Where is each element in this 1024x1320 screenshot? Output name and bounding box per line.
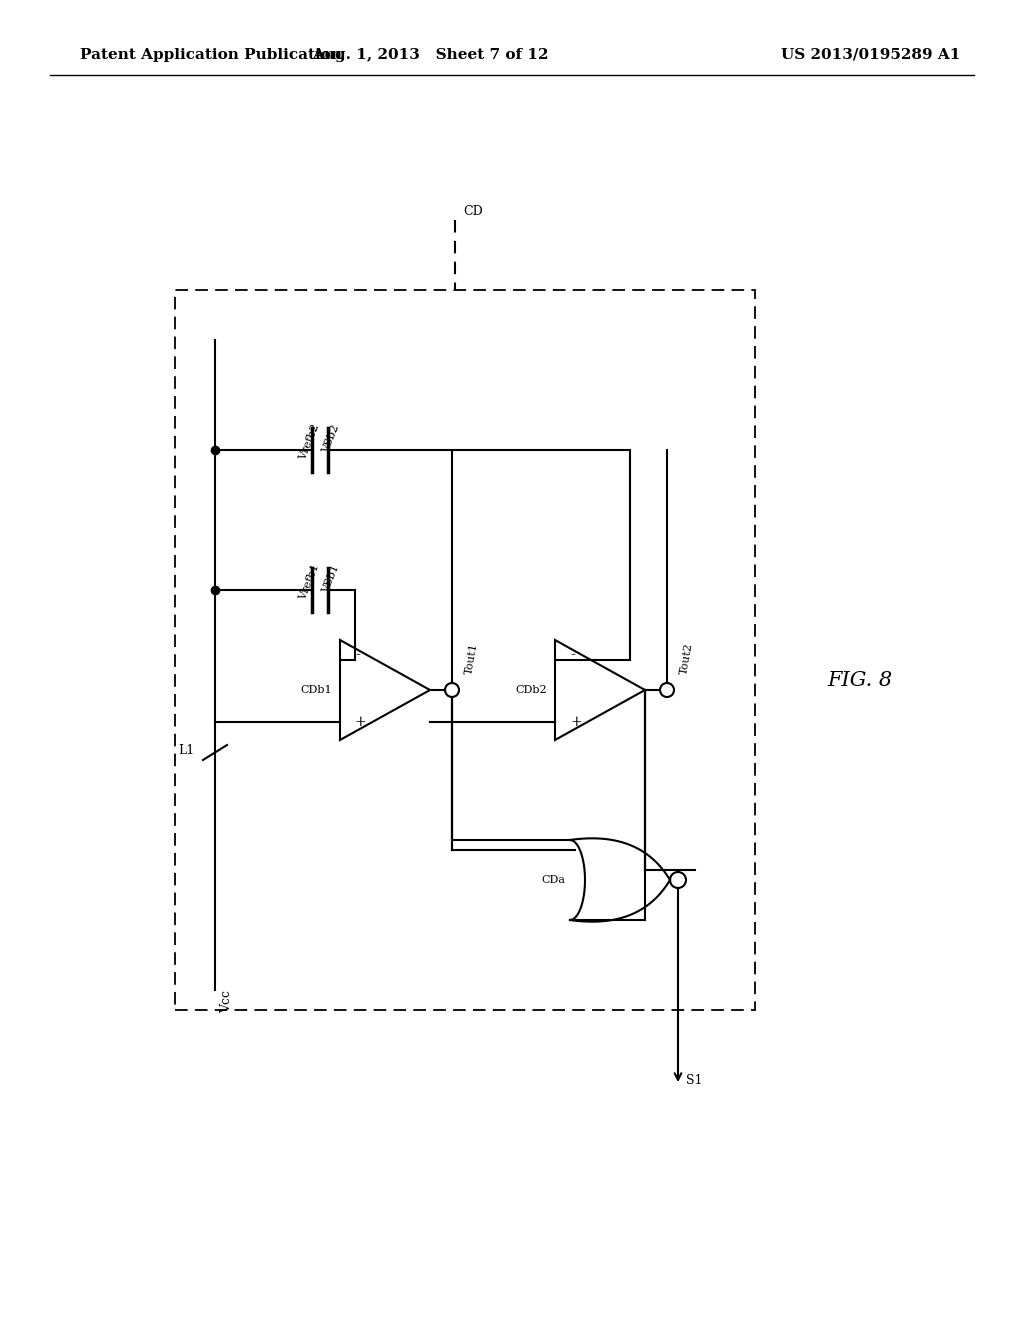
Text: Vcc: Vcc	[220, 990, 233, 1012]
Text: +: +	[355, 715, 367, 729]
Text: US 2013/0195289 A1: US 2013/0195289 A1	[780, 48, 961, 62]
Text: S1: S1	[686, 1073, 702, 1086]
Text: Vrefb1: Vrefb1	[297, 564, 321, 602]
Text: +: +	[570, 715, 582, 729]
Text: VSb1: VSb1	[321, 564, 341, 594]
Text: FIG. 8: FIG. 8	[827, 671, 893, 689]
Text: Aug. 1, 2013   Sheet 7 of 12: Aug. 1, 2013 Sheet 7 of 12	[311, 48, 548, 62]
Bar	[175, 290, 755, 1010]
Text: Tout2: Tout2	[679, 642, 694, 675]
Text: CDb2: CDb2	[515, 685, 547, 696]
Text: VSb2: VSb2	[321, 422, 341, 454]
Text: L1: L1	[179, 743, 195, 756]
Text: Vrefb2: Vrefb2	[297, 422, 321, 462]
Text: CDb1: CDb1	[300, 685, 332, 696]
Text: Patent Application Publication: Patent Application Publication	[80, 48, 342, 62]
Text: Tout1: Tout1	[464, 642, 479, 675]
Text: CDa: CDa	[541, 875, 565, 884]
Text: CD: CD	[463, 205, 482, 218]
Text: -: -	[355, 648, 359, 663]
Text: -: -	[570, 648, 574, 663]
